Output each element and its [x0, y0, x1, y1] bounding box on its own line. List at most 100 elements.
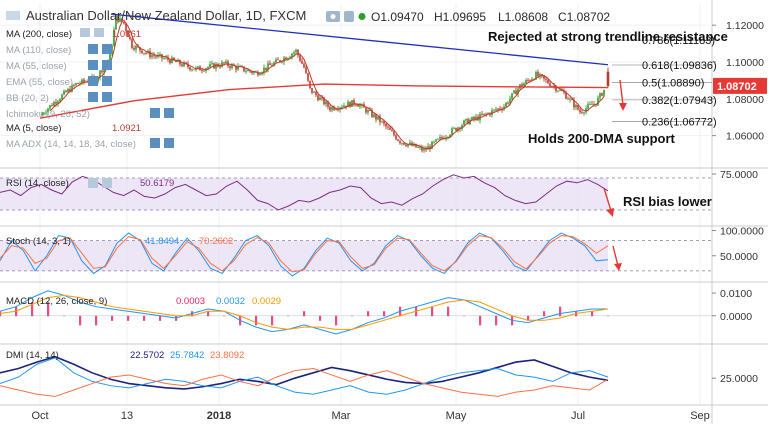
candle-body: [373, 114, 375, 117]
candle-body: [293, 52, 295, 54]
candle-body: [145, 52, 147, 54]
collapse-icon[interactable]: [6, 11, 20, 20]
bb-label: BB (20, 2): [6, 93, 49, 104]
candle-body: [193, 69, 195, 71]
candle-body: [341, 107, 343, 108]
rsi-label: RSI (14, close): [6, 178, 69, 189]
x-tick-label: Sep: [690, 410, 710, 422]
settings-icon[interactable]: [102, 60, 112, 70]
candle-body: [601, 93, 603, 96]
rsi-pane: [0, 174, 712, 217]
settings-icon[interactable]: [102, 92, 112, 102]
candle-body: [457, 127, 459, 131]
stoch-legend: Stoch (14, 3, 1) 41.8494 70.2602: [6, 236, 233, 247]
candle-body: [565, 92, 567, 99]
candle-body: [399, 140, 401, 144]
macd-histogram-bar: [159, 315, 162, 321]
candle-body: [387, 126, 389, 128]
eye-icon[interactable]: [326, 11, 340, 22]
candle-body: [271, 65, 273, 66]
candle-body: [247, 69, 249, 72]
price-badge-label: 1.08702: [717, 81, 757, 93]
candle-body: [51, 105, 53, 107]
annotation-trendline-text: Rejected at strong trendline resistance: [488, 29, 728, 44]
candle-body: [337, 109, 339, 111]
candle-body: [297, 49, 299, 56]
dmi-label: DMI (14, 14): [6, 350, 59, 361]
candle-body: [433, 141, 435, 143]
eye-icon[interactable]: [88, 92, 98, 102]
candle-body: [203, 70, 205, 72]
candle-body: [119, 18, 121, 22]
macd-histogram-bar: [495, 315, 498, 326]
macd-histogram-bar: [335, 315, 338, 326]
candle-body: [171, 57, 173, 64]
candle-body: [329, 106, 331, 111]
settings-icon[interactable]: [344, 11, 354, 22]
candle-body: [509, 98, 511, 104]
candle-body: [525, 80, 527, 84]
ma5-line: [49, 19, 605, 150]
candle-body: [257, 71, 259, 76]
candle-body: [581, 112, 583, 113]
candle-body: [355, 104, 357, 106]
candle-body: [323, 97, 325, 105]
settings-icon[interactable]: [164, 138, 174, 148]
candle-body: [455, 127, 457, 131]
macd-series-line: [0, 290, 608, 335]
candle-body: [587, 104, 589, 109]
fib-label: 0.786(1.11183): [642, 35, 715, 47]
candle-body: [235, 65, 237, 70]
ohlc-low: L1.08608: [498, 10, 548, 24]
candle-body: [133, 47, 135, 50]
candle-body: [117, 15, 119, 22]
eye-icon[interactable]: [150, 138, 160, 148]
candle-body: [273, 62, 275, 66]
macd-histogram-bar: [383, 311, 386, 317]
eye-icon[interactable]: [80, 28, 90, 37]
settings-icon[interactable]: [102, 178, 112, 188]
candle-body: [535, 71, 537, 80]
eye-icon[interactable]: [88, 60, 98, 70]
candle-body: [569, 98, 571, 100]
candle-body: [451, 128, 453, 135]
eye-icon[interactable]: [88, 76, 98, 86]
candle-body: [563, 90, 565, 93]
candle-body: [507, 102, 509, 104]
candle-body: [517, 88, 519, 95]
candle-body: [57, 101, 59, 104]
stoch-series-line: [0, 235, 609, 273]
settings-icon[interactable]: [102, 76, 112, 86]
down-arrow-icon: [603, 187, 612, 212]
candle-body: [189, 67, 191, 70]
rsi-series-line: [0, 174, 609, 211]
x-tick-label: Jul: [571, 410, 585, 422]
candle-body: [215, 63, 217, 69]
candle-body: [351, 100, 353, 107]
settings-icon[interactable]: [94, 28, 104, 37]
candle-body: [141, 50, 143, 54]
eye-icon[interactable]: [88, 44, 98, 54]
candle-body: [511, 93, 513, 99]
candle-body: [441, 137, 443, 139]
candle-body: [379, 116, 381, 123]
fib-lines: 0.786(1.11183) 0.618(1.09836) 0.5(1.08890)…: [612, 35, 717, 128]
settings-icon[interactable]: [164, 108, 174, 118]
eye-icon[interactable]: [150, 108, 160, 118]
x-tick-label: 13: [121, 410, 133, 422]
macd-histogram-bar: [143, 315, 146, 321]
candle-body: [461, 125, 463, 129]
candle-body: [299, 55, 301, 61]
dmi-pane: [0, 355, 609, 397]
dmi-series-line: [0, 355, 609, 390]
candle-body: [465, 118, 467, 121]
candle-body: [437, 138, 439, 140]
candle-body: [75, 83, 77, 86]
y-tick-label: 50.0000: [720, 251, 758, 263]
candle-body: [429, 146, 431, 149]
y-tick-label: 1.12000: [726, 20, 764, 32]
candle-body: [175, 60, 177, 63]
eye-icon[interactable]: [88, 178, 98, 188]
settings-icon[interactable]: [102, 44, 112, 54]
